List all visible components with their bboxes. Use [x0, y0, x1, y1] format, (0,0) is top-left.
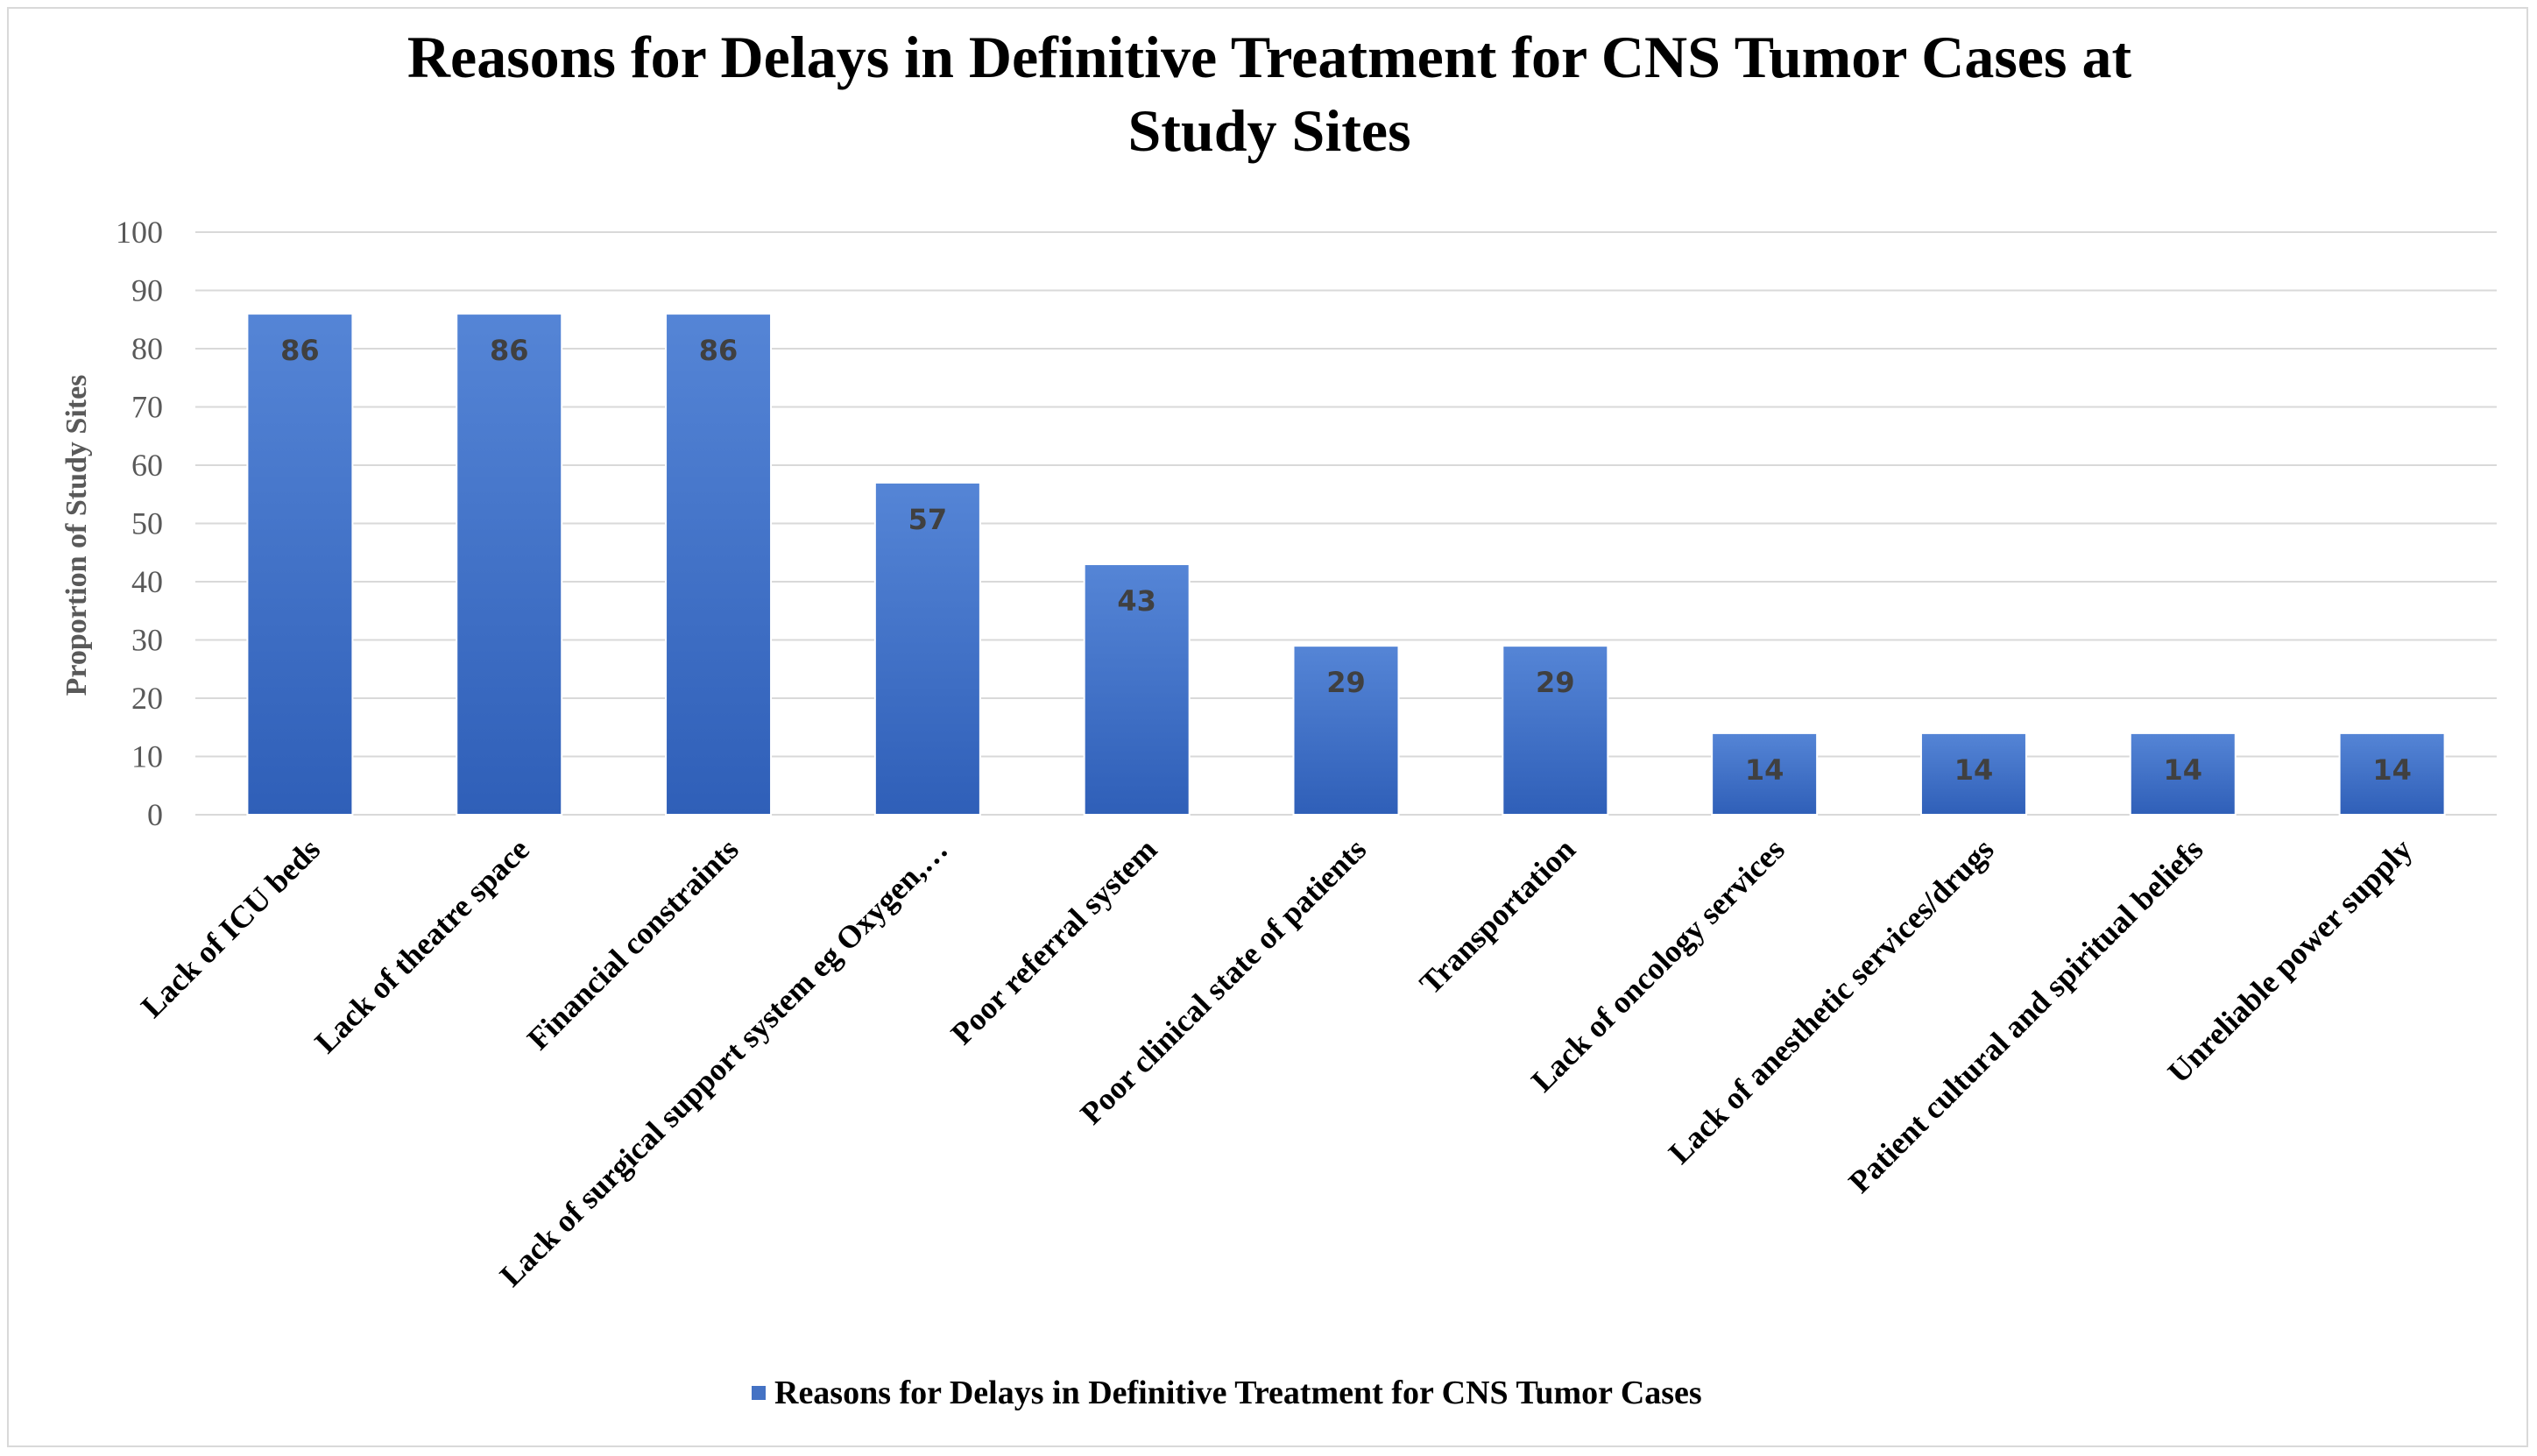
bar-1 — [246, 313, 354, 816]
legend: Reasons for Delays in Definitive Treatme… — [752, 1375, 1702, 1411]
data-label-5: 43 — [1117, 584, 1156, 618]
data-label-9: 14 — [1954, 753, 1994, 787]
bar-3 — [665, 313, 773, 816]
x-category-label-2: Lack of theatre space — [307, 831, 535, 1059]
x-category-label-11: Unreliable power supply — [2161, 831, 2420, 1090]
data-label-7: 29 — [1536, 666, 1575, 699]
bar-chart: Reasons for Delays in Definitive Treatme… — [60, 24, 2497, 1411]
x-category-label-10: Patient cultural and spiritual beliefs — [1841, 831, 2209, 1199]
bar-4 — [873, 481, 981, 816]
gridlines — [195, 231, 2497, 816]
x-category-label-1: Lack of ICU beds — [134, 831, 327, 1024]
x-category-label-5: Poor referral system — [944, 831, 1164, 1051]
y-tick-label: 60 — [131, 448, 163, 483]
bar-6 — [1292, 645, 1400, 816]
bar-5 — [1083, 563, 1191, 816]
data-label-2: 86 — [490, 334, 529, 367]
x-category-label-4: Lack of surgical support system eg Oxyge… — [493, 831, 955, 1293]
chart-title-line-1: Reasons for Delays in Definitive Treatme… — [407, 24, 2132, 90]
y-tick-label: 90 — [131, 273, 163, 308]
legend-swatch — [752, 1386, 766, 1400]
x-category-label-3: Financial constraints — [520, 831, 746, 1057]
x-category-label-9: Lack of anesthetic services/drugs — [1662, 831, 2001, 1170]
data-label-11: 14 — [2372, 753, 2412, 787]
bar-2 — [456, 313, 563, 816]
y-tick-label: 40 — [131, 564, 163, 599]
y-axis-label: Proportion of Study Sites — [60, 375, 93, 696]
bars — [246, 313, 2446, 816]
chart-title-line-2: Study Sites — [1127, 97, 1410, 164]
data-labels: 86 86 86 57 43 29 29 14 14 14 14 — [280, 334, 2412, 787]
y-tick-label: 80 — [131, 331, 163, 366]
y-tick-label: 10 — [131, 739, 163, 774]
data-label-4: 57 — [908, 503, 948, 536]
data-label-10: 14 — [2164, 753, 2203, 787]
chart-title: Reasons for Delays in Definitive Treatme… — [407, 24, 2132, 164]
bar-10 — [2129, 732, 2237, 816]
y-tick-label: 30 — [131, 623, 163, 658]
y-axis-ticks: 0 10 20 30 40 50 60 70 80 90 100 — [116, 215, 163, 832]
legend-label: Reasons for Delays in Definitive Treatme… — [774, 1375, 1702, 1411]
bar-9 — [1919, 732, 2027, 816]
bar-11 — [2338, 732, 2446, 816]
y-tick-label: 70 — [131, 390, 163, 425]
bar-7 — [1502, 645, 1609, 816]
y-tick-label: 50 — [131, 506, 163, 541]
y-tick-label: 0 — [147, 797, 163, 832]
bar-8 — [1711, 732, 1819, 816]
data-label-8: 14 — [1745, 753, 1784, 787]
chart-frame: Reasons for Delays in Definitive Treatme… — [7, 7, 2528, 1447]
y-tick-label: 20 — [131, 681, 163, 716]
y-tick-label: 100 — [116, 215, 163, 250]
data-label-6: 29 — [1326, 666, 1366, 699]
x-category-label-7: Transportation — [1413, 831, 1582, 1000]
data-label-3: 86 — [699, 334, 738, 367]
data-label-1: 86 — [280, 334, 320, 367]
